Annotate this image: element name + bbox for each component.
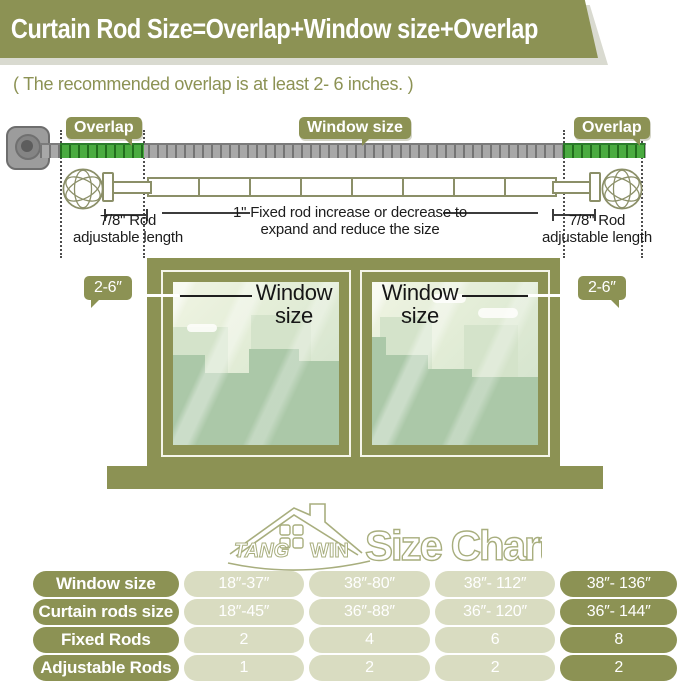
center-note-rule-left	[162, 212, 250, 214]
table-cell-highlighted: 8	[560, 627, 677, 653]
window-pane-right	[360, 270, 550, 457]
finial-ball-icon-right	[601, 168, 643, 210]
table-row: Window size 18″-37″ 38″-80″ 38″- 112″ 38…	[33, 571, 677, 597]
row-header: Window size	[33, 571, 179, 597]
overlap-right-inner-guide	[563, 130, 565, 258]
table-cell: 6	[434, 627, 556, 653]
table-cell-highlighted: 38″- 136″	[560, 571, 677, 597]
title-banner: Curtain Rod Size=Overlap+Window size+Ove…	[0, 0, 598, 58]
rod-collar-right	[589, 172, 601, 202]
arrow-right-icon	[528, 289, 572, 301]
overlap-right-tape-segment	[563, 143, 645, 158]
overlap-left-outer-guide	[60, 130, 62, 258]
table-cell: 2	[183, 627, 305, 653]
table-cell: 38″-80″	[309, 571, 430, 597]
rod-adjustable-right	[552, 181, 594, 194]
table-row: Adjustable Rods 1 2 2 2	[33, 655, 677, 681]
tape-measure-icon	[6, 126, 50, 170]
arrow-left-icon	[135, 289, 179, 301]
gap-label-left: 2-6″	[84, 276, 132, 308]
overlap-left-inner-guide	[143, 130, 145, 258]
size-chart-table: Window size 18″-37″ 38″-80″ 38″- 112″ 38…	[33, 571, 677, 683]
row-header: Curtain rods size	[33, 599, 179, 625]
adjustable-note-right: 7/8" Rod adjustable length	[541, 212, 653, 246]
brand-logo: TANG WIN Size Chart	[227, 503, 542, 571]
pane-left-label: Window size	[255, 280, 333, 328]
table-cell: 38″- 112″	[434, 571, 556, 597]
pane-left-dim-line	[180, 295, 252, 297]
house-icon	[227, 503, 371, 571]
adjustable-measure-right	[552, 209, 596, 221]
overlap-left-tape-segment	[60, 143, 144, 158]
size-chart-title: Size Chart	[365, 522, 542, 569]
table-cell: 36″- 120″	[434, 599, 556, 625]
table-cell: 4	[309, 627, 430, 653]
table-cell-highlighted: 36″- 144″	[560, 599, 677, 625]
table-row: Curtain rods size 18″-45″ 36″-88″ 36″- 1…	[33, 599, 677, 625]
center-note-rule-right	[443, 212, 538, 214]
adjustable-measure-left	[104, 209, 148, 221]
page-title: Curtain Rod Size=Overlap+Window size+Ove…	[10, 13, 538, 44]
table-cell-highlighted: 2	[560, 655, 677, 681]
table-cell: 2	[309, 655, 430, 681]
table-cell: 1	[183, 655, 305, 681]
table-cell: 18″-45″	[183, 599, 305, 625]
fixed-rod-note: 1" Fixed rod increase or decrease to exp…	[232, 204, 468, 238]
rod-adjustable-left	[112, 181, 152, 194]
window-frame	[147, 258, 560, 466]
glass-right	[372, 282, 538, 445]
table-cell: 18″-37″	[183, 571, 305, 597]
curtain-rod-fixed-section	[147, 177, 557, 197]
subtitle-note: ( The recommended overlap is at least 2-…	[13, 74, 414, 94]
pane-right-dim-line	[462, 295, 528, 297]
measuring-tape-strip	[40, 143, 646, 158]
pane-right-label: Window size	[381, 280, 459, 328]
overlap-right-label: Overlap	[574, 117, 650, 146]
brand-word-1: TANG	[234, 540, 289, 562]
overlap-right-outer-guide	[641, 130, 643, 258]
window-pane-left	[161, 270, 351, 457]
table-cell: 2	[434, 655, 556, 681]
table-row: Fixed Rods 2 4 6 8	[33, 627, 677, 653]
gap-label-right: 2-6″	[578, 276, 626, 308]
table-cell: 36″-88″	[309, 599, 430, 625]
window-sill	[107, 466, 603, 489]
adjustable-note-left: 7/8" Rod adjustable length	[72, 212, 184, 246]
window-size-label: Window size	[299, 117, 411, 146]
logo-window-icon	[279, 524, 304, 549]
finial-ball-icon-left	[62, 168, 104, 210]
row-header: Adjustable Rods	[33, 655, 179, 681]
brand-word-2: WIN	[310, 540, 349, 562]
glass-left	[173, 282, 339, 445]
row-header: Fixed Rods	[33, 627, 179, 653]
overlap-left-label: Overlap	[66, 117, 142, 146]
